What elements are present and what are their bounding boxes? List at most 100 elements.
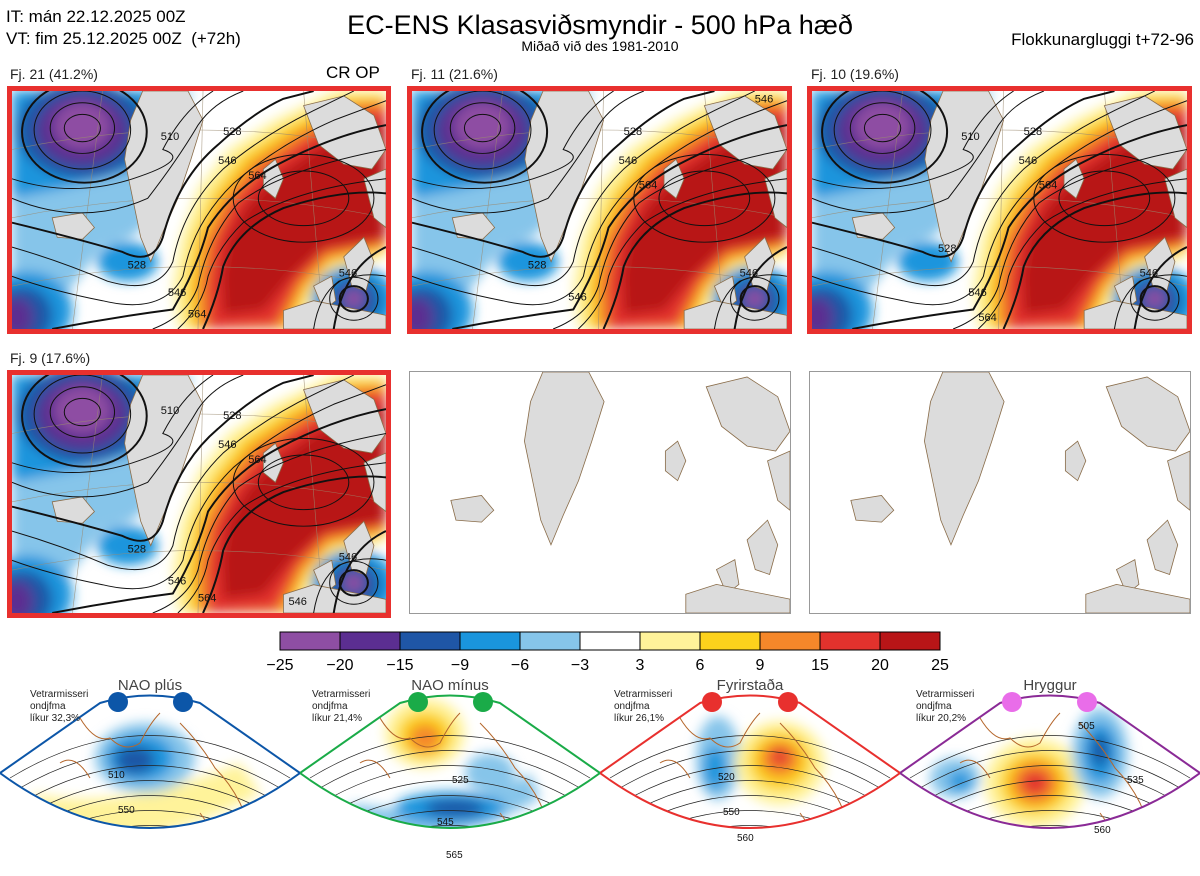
contour-label: 510	[961, 131, 980, 143]
contour-label: 528	[938, 243, 957, 255]
regime-season: Vetrarmisseri	[30, 689, 89, 700]
contour-label: 564	[248, 170, 266, 182]
contour-label: 528	[1024, 126, 1043, 138]
regime-months: ondjfma	[312, 701, 348, 712]
panel-label: Fj. 11 (21.6%)	[411, 66, 498, 82]
regime-contour-label: 550	[723, 807, 740, 818]
colorbar-segment	[459, 631, 521, 651]
contour-label: 564	[978, 312, 997, 324]
cluster-map-1[interactable]: 510 528 546 564 528 546 564 546	[7, 86, 391, 334]
colorbar-tick-label: −20	[326, 657, 353, 674]
contour-label: 528	[223, 410, 241, 422]
contour-label: 546	[218, 155, 236, 167]
regime-probability: líkur 21,4%	[312, 713, 363, 724]
regime-contour-label: 560	[1094, 825, 1111, 836]
regime-dot	[1077, 692, 1097, 712]
regime-dot	[778, 692, 798, 712]
regime-map: 510 550	[0, 692, 302, 829]
contour-label: 546	[968, 287, 987, 299]
regime-contour-label: 550	[118, 805, 135, 816]
regime-dot	[1002, 692, 1022, 712]
contour-label: 546	[218, 439, 236, 451]
contour-label: 546	[339, 551, 357, 563]
contour-label: 528	[528, 260, 547, 272]
contour-label: 546	[339, 267, 357, 279]
regime-season: Vetrarmisseri	[312, 689, 371, 700]
regime-probability: líkur 20,2%	[916, 713, 967, 724]
cluster-map-3[interactable]: 510 528 546 564 528 546 564 546	[807, 86, 1192, 334]
colorbar: −25 −20 −15 −9 −6 −3 3 6 9 15 20 25	[258, 630, 958, 676]
regime-nao-minus: NAO mínus Vetrarmisseri ondjfma líkur 21…	[298, 677, 602, 871]
colorbar-segment	[879, 631, 941, 651]
regime-months: ondjfma	[30, 701, 66, 712]
regime-season: Vetrarmisseri	[614, 689, 673, 700]
regime-blocking: Fyrirstaða Vetrarmisseri ondjfma líkur 2…	[598, 677, 902, 871]
regime-title: NAO mínus	[411, 677, 489, 694]
header-times: IT: mán 22.12.2025 00Z VT: fim 25.12.202…	[6, 6, 241, 50]
colorbar-tick-label: −15	[386, 657, 413, 674]
contour-label: 510	[161, 131, 179, 143]
colorbar-segment	[759, 631, 821, 651]
cluster-map-2[interactable]: 546 528 546 564 528 546 546	[407, 86, 792, 334]
regime-climate: Vetrarmisseri ondjfma líkur 26,1%	[614, 689, 672, 725]
contour-label: 546	[740, 267, 759, 279]
contour-label: 564	[639, 180, 658, 192]
regime-dot	[408, 692, 428, 712]
colorbar-tick-label: −3	[571, 657, 589, 674]
cr-op-tag: CR OP	[326, 63, 380, 82]
contour-label: 546	[619, 155, 638, 167]
regime-contour-label: 535	[1127, 775, 1144, 786]
panel-label: Fj. 21 (41.2%)	[10, 66, 98, 82]
regime-dot	[473, 692, 493, 712]
colorbar-tick-label: 15	[811, 657, 829, 674]
regime-dot	[108, 692, 128, 712]
contour-label: 546	[168, 576, 186, 588]
regime-dot	[702, 692, 722, 712]
regime-contour-label: 560	[737, 833, 754, 844]
contour-label: 528	[624, 126, 643, 138]
regime-map: 520 550 560	[598, 692, 902, 844]
regime-climate: Vetrarmisseri ondjfma líkur 21,4%	[312, 689, 370, 725]
contour-label: 528	[128, 260, 146, 272]
valid-time: VT: fim 25.12.2025 00Z (+72h)	[6, 29, 241, 48]
colorbar-tick-label: 3	[636, 657, 645, 674]
regime-ridge: Hryggur Vetrarmisseri ondjfma líkur 20,2…	[898, 677, 1200, 871]
regime-map: 505 535 560	[898, 692, 1200, 836]
colorbar-tick-label: −9	[451, 657, 469, 674]
colorbar-segment	[579, 631, 641, 651]
regime-months: ondjfma	[916, 701, 952, 712]
contour-label: 564	[188, 308, 206, 320]
panel-label: Fj. 9 (17.6%)	[10, 350, 91, 366]
regime-contour-label: 510	[108, 770, 125, 781]
regime-contour-label: 545	[437, 817, 454, 828]
contour-label: 528	[128, 544, 146, 556]
regime-climate: Vetrarmisseri ondjfma líkur 20,2%	[916, 689, 974, 725]
colorbar-tick-label: 9	[756, 657, 765, 674]
regime-title: NAO plús	[117, 677, 183, 694]
regime-title: Fyrirstaða	[716, 677, 784, 694]
regime-probability: líkur 32,3%	[30, 713, 81, 724]
colorbar-tick-label: −6	[511, 657, 529, 674]
contour-label: 546	[168, 287, 186, 299]
panel-label: Fj. 10 (19.6%)	[811, 66, 899, 82]
cluster-map-4[interactable]: 510 528 546 564 528 546 564 546 546	[7, 370, 391, 618]
regime-contour-label: 565	[446, 850, 463, 861]
contour-label: 564	[1039, 180, 1058, 192]
contour-label: 564	[248, 454, 266, 466]
contour-label: 546	[568, 292, 587, 304]
colorbar-segment	[339, 631, 401, 651]
colorbar-segment	[819, 631, 881, 651]
colorbar-segment	[639, 631, 701, 651]
classification-window: Flokkunargluggi t+72-96	[1011, 30, 1194, 49]
regime-contour-label: 505	[1078, 721, 1095, 732]
colorbar-segment	[399, 631, 461, 651]
contour-label: 546	[755, 94, 774, 106]
colorbar-tick-label: 25	[931, 657, 949, 674]
regime-climate: Vetrarmisseri ondjfma líkur 32,3%	[30, 689, 88, 725]
initial-time: IT: mán 22.12.2025 00Z	[6, 7, 186, 26]
regime-months: ondjfma	[614, 701, 650, 712]
colorbar-tick-label: 20	[871, 657, 889, 674]
colorbar-segment	[699, 631, 761, 651]
empty-map-2	[809, 371, 1191, 614]
empty-map-1	[409, 371, 791, 614]
